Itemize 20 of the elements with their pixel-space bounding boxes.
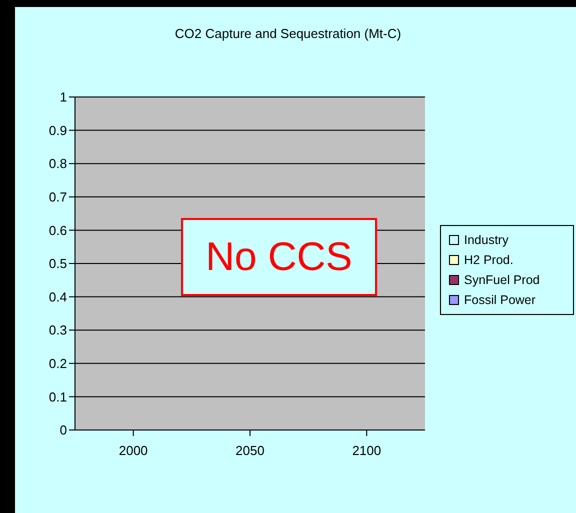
annotation: No CCS xyxy=(181,218,377,296)
x-tick-label: 2100 xyxy=(352,443,382,458)
y-tick-label: 0.6 xyxy=(48,222,67,238)
legend-label: Industry xyxy=(464,233,508,247)
chart-title: CO2 Capture and Sequestration (Mt-C) xyxy=(174,26,402,41)
y-tick-label: 0.2 xyxy=(48,356,67,372)
y-tick-label: 0.3 xyxy=(48,322,67,338)
y-tick-label: 0.4 xyxy=(48,289,67,304)
y-tick-label: 1 xyxy=(60,90,67,105)
legend-label: SynFuel Prod xyxy=(464,273,540,287)
y-tick-label: 0.5 xyxy=(48,256,67,272)
x-tick-label: 2000 xyxy=(118,443,148,458)
y-tick-label: 0.1 xyxy=(48,389,67,404)
legend-label: Fossil Power xyxy=(464,293,536,307)
y-tick-label: 0.9 xyxy=(48,122,67,138)
y-tick-label: 0 xyxy=(60,422,67,438)
legend-label: H2 Prod. xyxy=(464,253,514,267)
y-tick-label: 0.7 xyxy=(48,190,67,205)
y-tick-label: 0.8 xyxy=(48,156,67,172)
x-tick-label: 2050 xyxy=(236,443,264,458)
